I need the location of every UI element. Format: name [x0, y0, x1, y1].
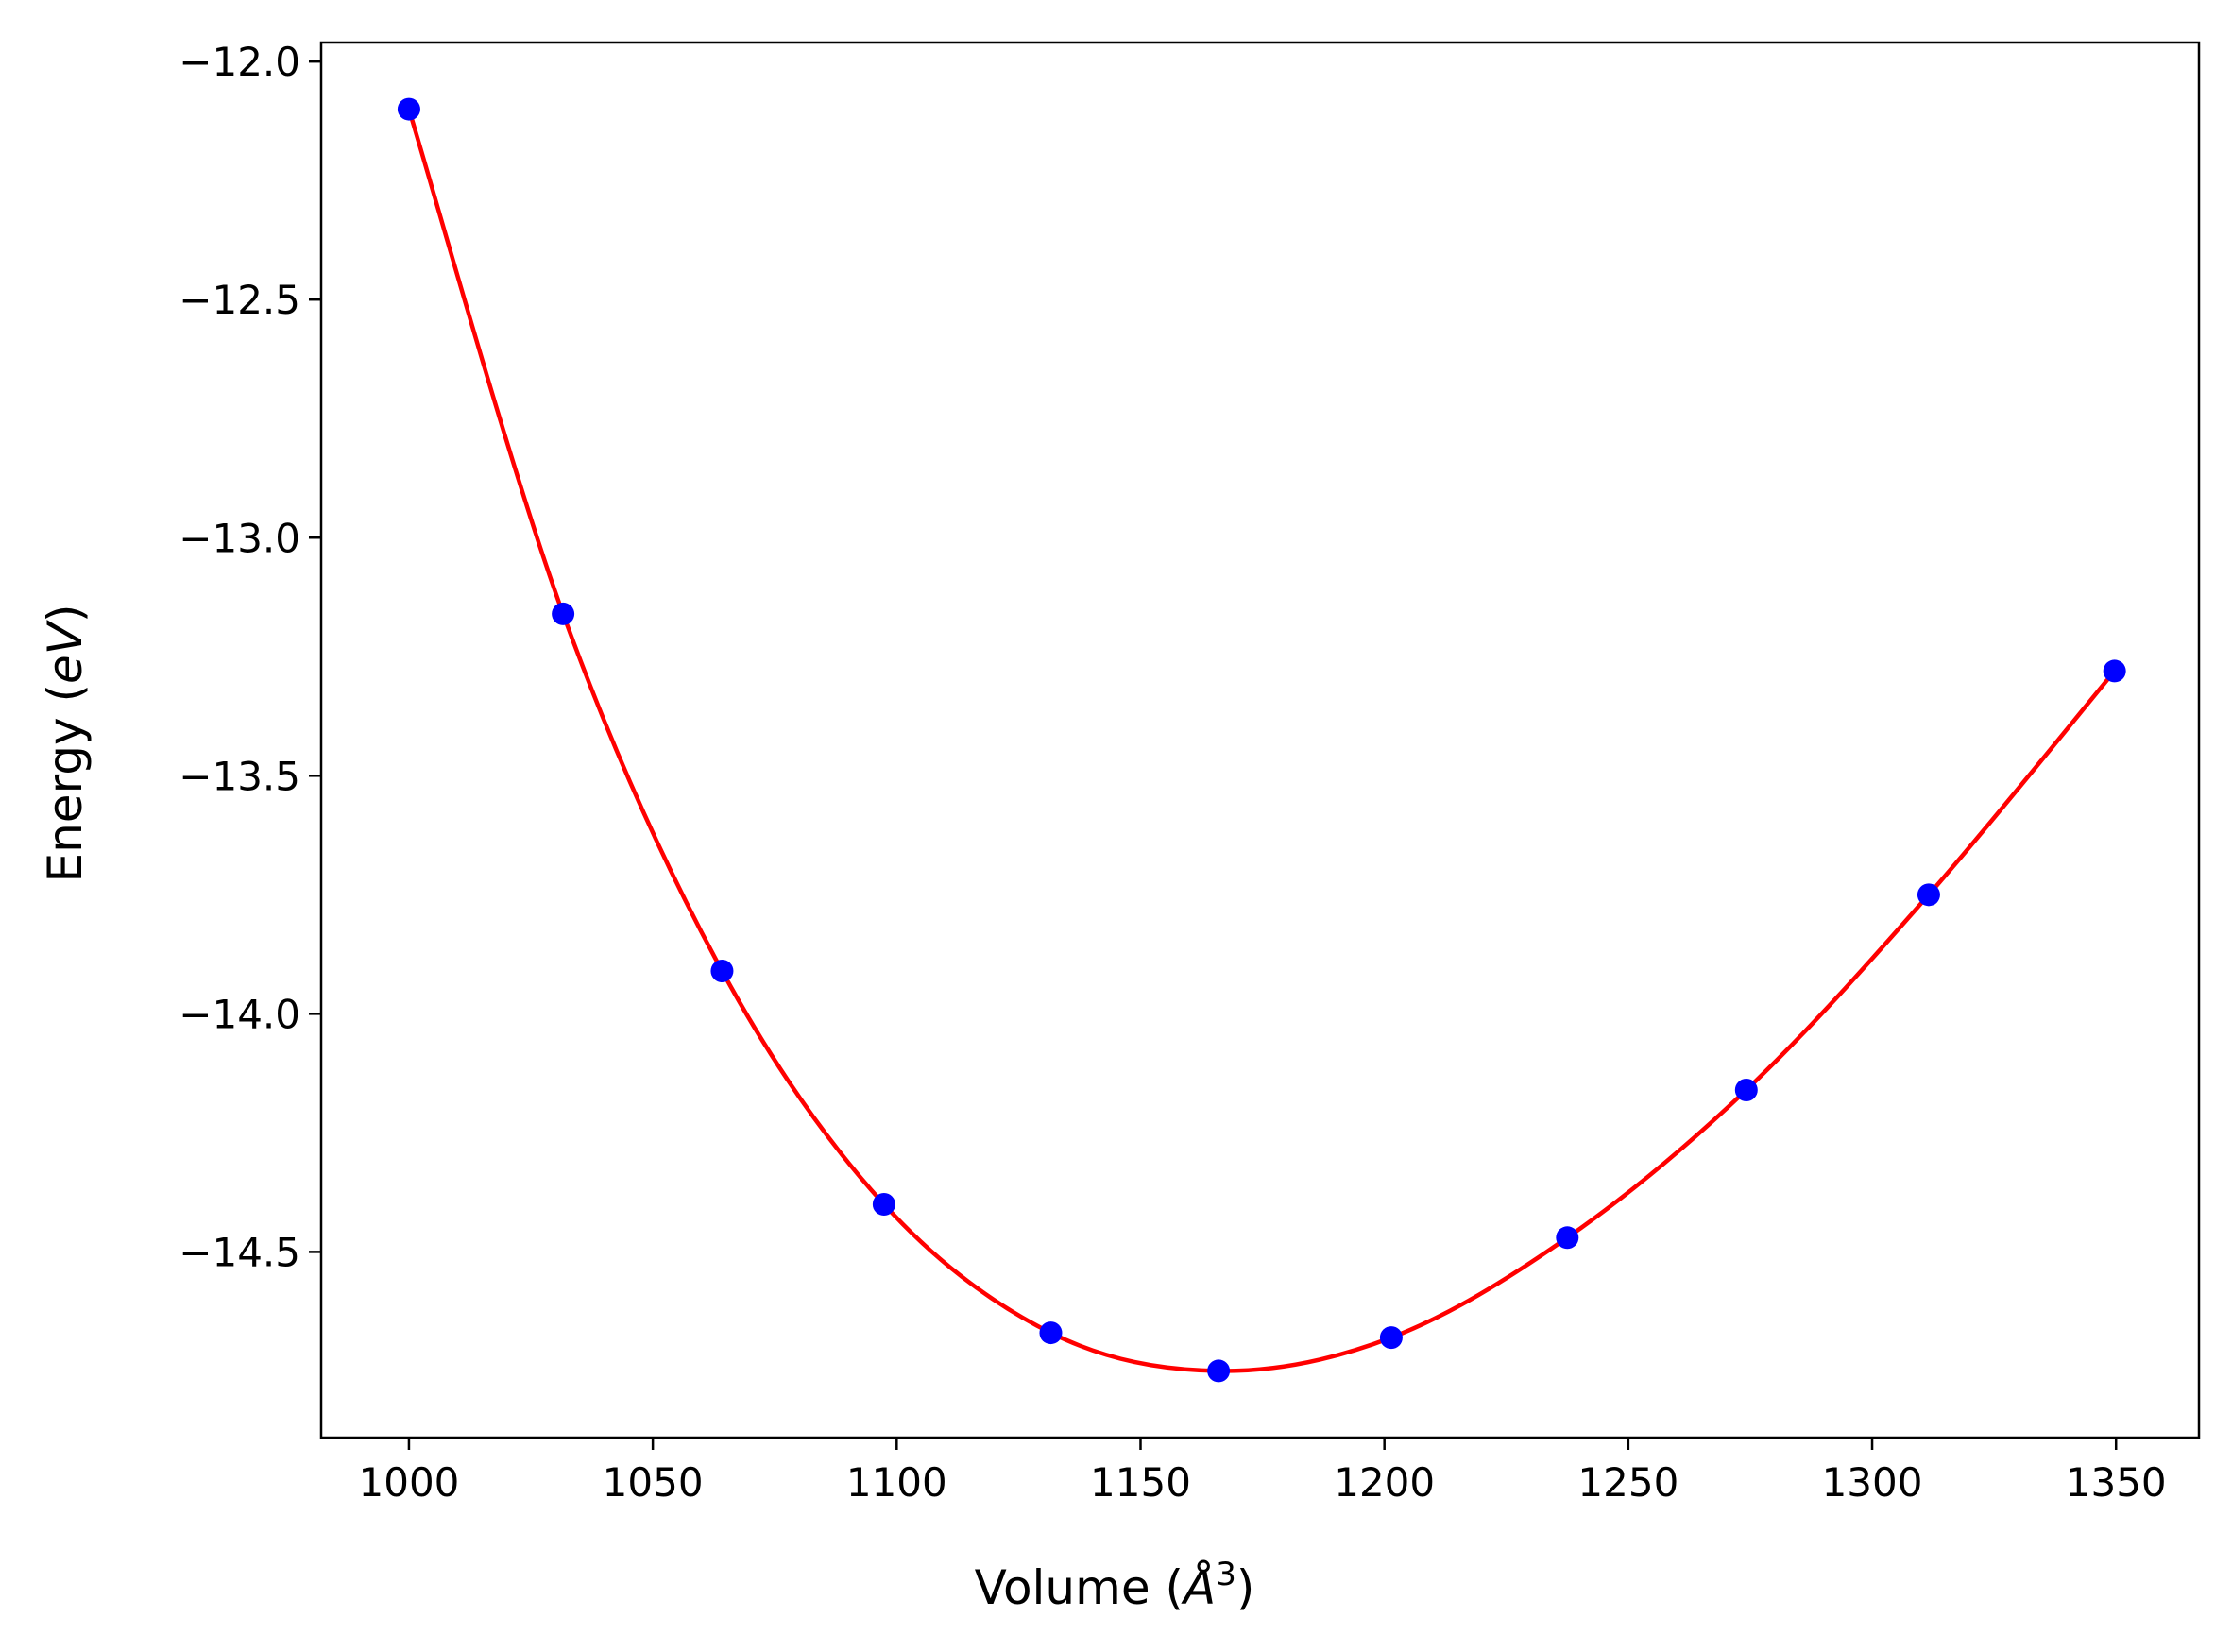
y-axis-ticks: −12.0 −12.5 −13.0 −13.5 −14.0 −14.5	[179, 39, 321, 1275]
axes-frame	[319, 41, 2201, 1439]
y-axis-label: Energy (eV)	[38, 605, 93, 883]
x-axis-ticks: 1000 1050 1100 1150 1200 1250 1300 1350	[359, 1438, 2167, 1506]
data-point	[552, 602, 575, 625]
data-point	[2103, 659, 2126, 683]
fit-curve	[406, 108, 2117, 1373]
y-tick-label: −12.5	[179, 277, 300, 323]
y-tick-label: −14.0	[179, 991, 300, 1037]
data-point	[1734, 1079, 1758, 1102]
x-tick-label: 1000	[359, 1459, 460, 1506]
x-tick-label: 1100	[846, 1459, 947, 1506]
x-tick-label: 1350	[2066, 1459, 2167, 1506]
x-tick-label: 1150	[1090, 1459, 1191, 1506]
data-points	[397, 97, 2126, 1383]
x-tick-label: 1300	[1822, 1459, 1923, 1506]
x-axis-label: Volume (Å3)	[975, 1556, 1255, 1615]
data-point	[1556, 1226, 1579, 1250]
y-tick-label: −14.5	[179, 1229, 300, 1275]
x-tick-label: 1050	[603, 1459, 704, 1506]
data-point	[397, 97, 420, 121]
y-tick-label: −12.0	[179, 39, 300, 85]
data-point	[710, 959, 734, 982]
x-tick-label: 1250	[1577, 1459, 1678, 1506]
plot-area	[397, 97, 2126, 1383]
data-point	[1207, 1359, 1231, 1383]
x-tick-label: 1200	[1334, 1459, 1435, 1506]
data-point	[872, 1192, 895, 1216]
data-point	[1039, 1321, 1063, 1345]
data-point	[1379, 1326, 1403, 1350]
data-point	[1917, 883, 1940, 907]
y-tick-label: −13.5	[179, 753, 300, 799]
y-tick-label: −13.0	[179, 515, 300, 561]
